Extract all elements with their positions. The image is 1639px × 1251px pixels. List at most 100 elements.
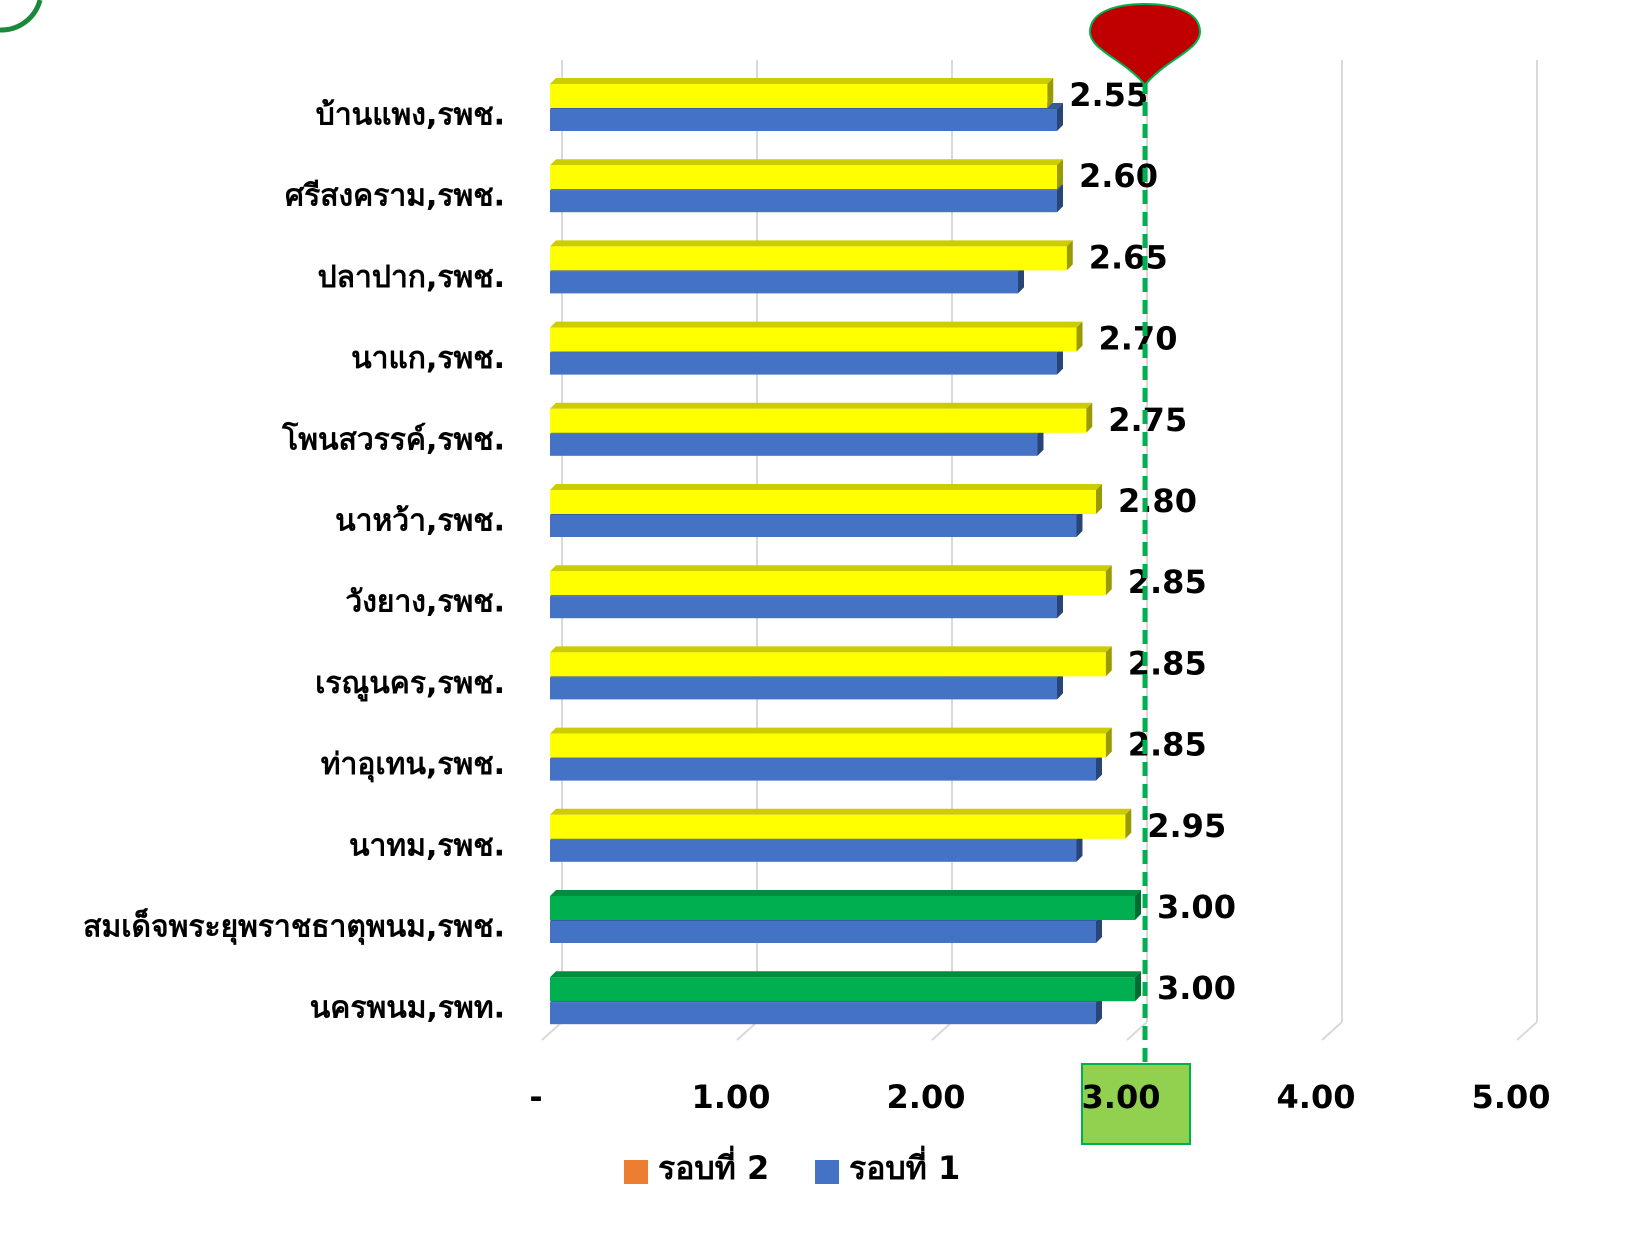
bar [550,571,1106,596]
bar-top [550,321,1083,328]
category-label: ปลาปาก,รพช. [318,260,505,295]
bar [550,352,1057,375]
bar-side [1096,915,1102,943]
bar [550,515,1077,537]
grid-line-depth [1321,1021,1343,1041]
bar-top [550,646,1112,653]
legend-swatch [624,1160,648,1184]
category-label: ท่าอุเทน,รพช. [321,747,505,783]
category-label: นาแก,รพช. [351,341,505,376]
grid-line-depth [931,1021,953,1041]
bar [550,433,1038,456]
grid-line-depth [1516,1021,1538,1041]
bar-side [1125,808,1132,839]
bar-side [1135,971,1141,1002]
bar-side [1076,833,1083,862]
bar-side [1105,646,1112,677]
bar-top [550,808,1132,815]
value-label: 2.95 [1147,807,1226,845]
bar-side [1057,184,1063,213]
x-tick-label: - [529,1078,542,1116]
category-label: วังยาง,รพช. [345,585,505,620]
bar-side [1105,727,1112,758]
bar [550,109,1057,131]
value-label: 2.85 [1128,644,1207,682]
value-label: 2.70 [1099,320,1178,358]
bar-side [1037,427,1044,456]
bar [550,652,1106,677]
bar [550,190,1057,213]
bar-top [550,484,1102,490]
bar-side [1076,321,1083,352]
bar [550,733,1106,758]
bar-side [1057,590,1063,619]
value-label: 2.80 [1118,482,1197,520]
bar-top [550,971,1141,978]
x-tick-label: 4.00 [1277,1078,1356,1116]
category-label: เรณูนคร,รพช. [315,666,505,702]
bar-side [1096,752,1102,781]
bar [550,165,1057,190]
category-label: ศรีสงคราม,รพช. [285,179,505,214]
bar-top [550,727,1112,734]
bar [550,84,1048,108]
bar [550,246,1067,271]
category-label: นาทม,รพช. [349,828,505,863]
bar-side [1086,402,1093,433]
bar-side [1135,890,1141,920]
value-label: 2.55 [1069,76,1148,114]
bar [550,758,1096,781]
category-label: โพนสวรรค์,รพช. [281,420,505,457]
bar-side [1096,996,1102,1025]
bar [550,327,1077,352]
bar-side [1057,103,1063,131]
legend-swatch [815,1160,839,1184]
bar-side [1047,78,1054,108]
highlight-box [1081,1063,1191,1145]
bar-top [550,240,1073,247]
category-label: นาหว้า,รพช. [335,504,505,539]
bar-top [550,78,1054,84]
legend-label: รอบที่ 2 [658,1145,769,1187]
bar-side [1018,265,1024,294]
bar-top [550,159,1063,166]
x-tick-label: 2.00 [887,1078,966,1116]
bar-side [1096,484,1102,514]
bar-side [1057,671,1063,700]
grid-line-depth [541,1021,563,1041]
bar [550,271,1018,294]
x-tick-label: 1.00 [692,1078,771,1116]
x-tick-label: 5.00 [1472,1078,1551,1116]
bar [550,1002,1096,1025]
value-label: 3.00 [1157,888,1236,926]
reference-marker [1088,2,1202,87]
bar-side [1057,346,1063,375]
legend-label: รอบที่ 1 [849,1145,960,1187]
category-label: สมเด็จพระยุพราชธาตุพนม,รพช. [83,908,505,946]
category-label: บ้านแพง,รพช. [316,98,505,133]
grid-line-depth [1126,1021,1148,1041]
grid-line-depth [736,1021,758,1041]
x-tick-label: 3.00 [1082,1078,1161,1116]
bar [550,896,1135,920]
bar-side [1105,565,1112,596]
bar [550,977,1135,1002]
bar [550,596,1057,619]
bar [550,490,1096,514]
value-label: 2.65 [1089,238,1168,276]
bar [550,839,1077,862]
bar-top [550,890,1141,896]
bar-side [1076,509,1083,537]
bar [550,677,1057,700]
value-label: 2.85 [1128,563,1207,601]
bar [550,408,1087,433]
category-label: นครพนม,รพท. [310,991,505,1026]
value-label: 2.75 [1108,401,1187,439]
bar-side [1066,240,1073,271]
value-label: 2.85 [1128,726,1207,764]
logo [0,0,43,33]
bar-side [1057,159,1063,190]
value-label: 3.00 [1157,969,1236,1007]
bar-top [550,402,1093,409]
